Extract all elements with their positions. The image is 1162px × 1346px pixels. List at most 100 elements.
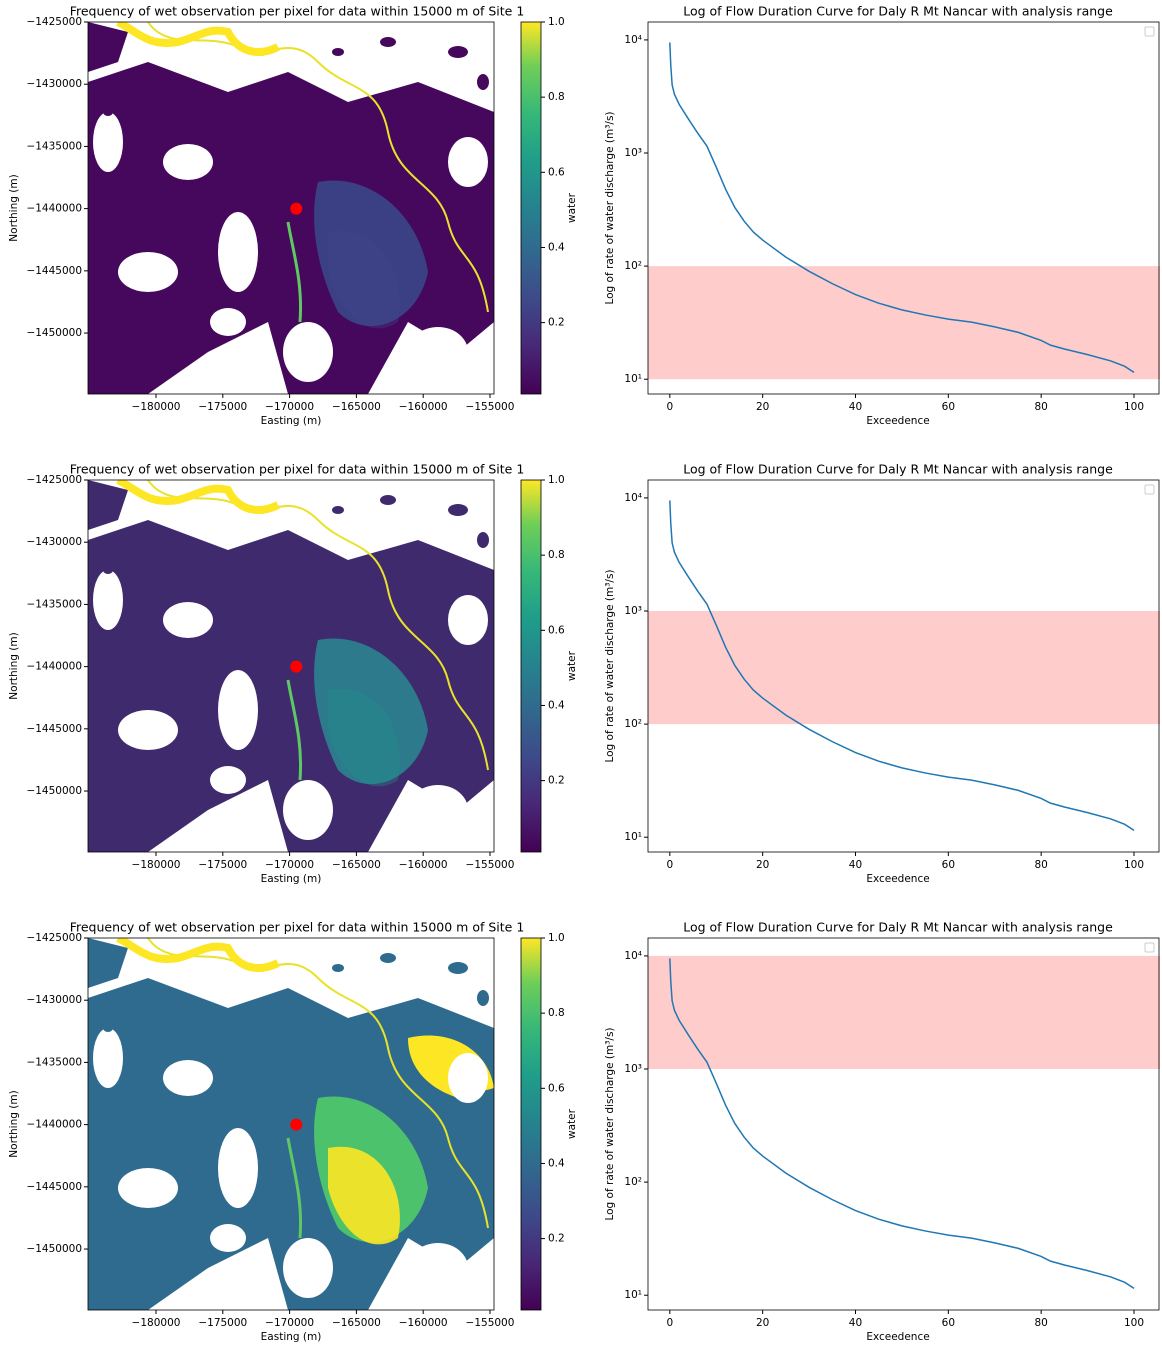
x-tick-label: −175000 bbox=[198, 401, 247, 413]
colorbar-tick-label: 0.4 bbox=[548, 1157, 565, 1169]
raster-patch bbox=[103, 108, 113, 116]
colorbar bbox=[520, 479, 542, 853]
y-tick-label: 10³ bbox=[624, 147, 642, 159]
x-tick-label: 100 bbox=[1124, 1317, 1144, 1329]
x-tick-label: 100 bbox=[1124, 859, 1144, 871]
plot-frame bbox=[647, 21, 1160, 395]
chart-title: Frequency of wet observation per pixel f… bbox=[70, 4, 525, 19]
x-tick-label: 80 bbox=[1034, 859, 1047, 871]
x-tick-label: 40 bbox=[849, 859, 862, 871]
line-panel: 0 20 40 60 80 100 10¹ 10² 10³ 10⁴ Log of Flow Dura… bbox=[604, 920, 1160, 1343]
raster-gap bbox=[163, 144, 213, 180]
raster-patch bbox=[380, 495, 396, 505]
raster-region bbox=[314, 638, 428, 785]
y-tick-label: −1430000 bbox=[26, 78, 82, 90]
raster-region bbox=[88, 22, 128, 72]
flow-curve bbox=[669, 958, 1135, 1289]
x-tick-label: −170000 bbox=[265, 1317, 314, 1329]
site-point bbox=[290, 660, 303, 673]
x-tick-label: −175000 bbox=[198, 1317, 247, 1329]
x-tick-label: 100 bbox=[1124, 401, 1144, 413]
raster-gap bbox=[218, 212, 258, 292]
site-point bbox=[290, 1118, 303, 1131]
raster-patch bbox=[332, 964, 344, 972]
colorbar-label: water bbox=[566, 1108, 578, 1139]
y-tick-label: 10² bbox=[624, 718, 642, 730]
x-tick-label: 80 bbox=[1034, 1317, 1047, 1329]
raster-region bbox=[286, 1137, 303, 1239]
raster bbox=[88, 480, 494, 852]
raster-gap bbox=[408, 785, 468, 835]
raster-gap bbox=[218, 670, 258, 750]
x-tick-label: −160000 bbox=[399, 1317, 448, 1329]
raster-gap bbox=[163, 602, 213, 638]
y-tick-label: −1440000 bbox=[26, 1119, 82, 1131]
raster-patch bbox=[477, 74, 489, 90]
map-panel: −180000 −175000 −170000 −165000 −160000 −1550… bbox=[8, 462, 578, 886]
x-tick-label: 60 bbox=[942, 401, 955, 413]
raster-region bbox=[88, 938, 128, 988]
raster-patch bbox=[332, 506, 344, 514]
y-tick-label: 10¹ bbox=[624, 373, 642, 385]
x-tick-label: −165000 bbox=[332, 859, 381, 871]
y-tick-label: 10¹ bbox=[624, 1289, 642, 1301]
x-axis-label: Exceedence bbox=[866, 1331, 929, 1343]
x-axis-label: Easting (m) bbox=[261, 873, 322, 885]
colorbar-tick-label: 0.8 bbox=[548, 549, 565, 561]
raster-region bbox=[88, 480, 128, 530]
colorbar-tick-label: 0.4 bbox=[548, 241, 565, 253]
colorbar-tick-label: 0.6 bbox=[548, 624, 565, 636]
raster-gap bbox=[408, 1243, 468, 1293]
raster-patch bbox=[448, 962, 468, 974]
raster-patch bbox=[103, 566, 113, 574]
colorbar-tick-label: 0.2 bbox=[548, 317, 565, 329]
colorbar bbox=[520, 21, 542, 395]
y-tick-label: −1425000 bbox=[26, 474, 82, 486]
chart-title: Log of Flow Duration Curve for Daly R Mt… bbox=[683, 4, 1113, 19]
raster-region bbox=[286, 221, 303, 323]
flow-curve bbox=[669, 42, 1135, 373]
x-tick-label: −175000 bbox=[198, 859, 247, 871]
x-tick-label: 0 bbox=[666, 859, 673, 871]
x-axis-label: Easting (m) bbox=[261, 1331, 322, 1343]
legend bbox=[1144, 484, 1155, 495]
y-tick-label: −1435000 bbox=[26, 140, 82, 152]
y-axis-label: Northing (m) bbox=[8, 174, 20, 241]
colorbar-tick-label: 1.0 bbox=[548, 474, 565, 486]
raster-region bbox=[314, 180, 428, 327]
colorbar-label: water bbox=[566, 650, 578, 681]
x-tick-label: 60 bbox=[942, 859, 955, 871]
y-tick-label: 10¹ bbox=[624, 831, 642, 843]
map-panel: −180000 −175000 −170000 −165000 −160000 −1550… bbox=[8, 4, 578, 428]
raster-region bbox=[116, 480, 280, 514]
x-tick-label: −165000 bbox=[332, 1317, 381, 1329]
raster-patch bbox=[332, 48, 344, 56]
raster-patch bbox=[380, 953, 396, 963]
raster bbox=[88, 938, 494, 1310]
raster-gap bbox=[210, 1224, 246, 1252]
x-tick-label: 20 bbox=[756, 401, 769, 413]
raster bbox=[88, 22, 494, 394]
x-tick-label: −180000 bbox=[132, 859, 181, 871]
chart-title: Frequency of wet observation per pixel f… bbox=[70, 920, 525, 935]
raster-gap bbox=[210, 308, 246, 336]
x-tick-label: −155000 bbox=[466, 859, 515, 871]
y-tick-label: −1430000 bbox=[26, 536, 82, 548]
x-tick-label: 0 bbox=[666, 401, 673, 413]
y-tick-label: −1450000 bbox=[26, 327, 82, 339]
raster-region bbox=[328, 230, 400, 329]
x-tick-label: −165000 bbox=[332, 401, 381, 413]
raster-region bbox=[328, 688, 400, 787]
raster-gap bbox=[218, 1128, 258, 1208]
raster-gap bbox=[93, 112, 123, 172]
raster-region bbox=[116, 938, 280, 972]
plot-frame bbox=[87, 479, 495, 853]
colorbar-tick-label: 0.4 bbox=[548, 699, 565, 711]
y-tick-label: 10² bbox=[624, 260, 642, 272]
legend bbox=[1144, 26, 1155, 37]
raster-gap bbox=[283, 1238, 333, 1298]
y-tick-label: 10⁴ bbox=[624, 950, 642, 962]
y-tick-label: −1435000 bbox=[26, 598, 82, 610]
y-tick-label: −1440000 bbox=[26, 661, 82, 673]
